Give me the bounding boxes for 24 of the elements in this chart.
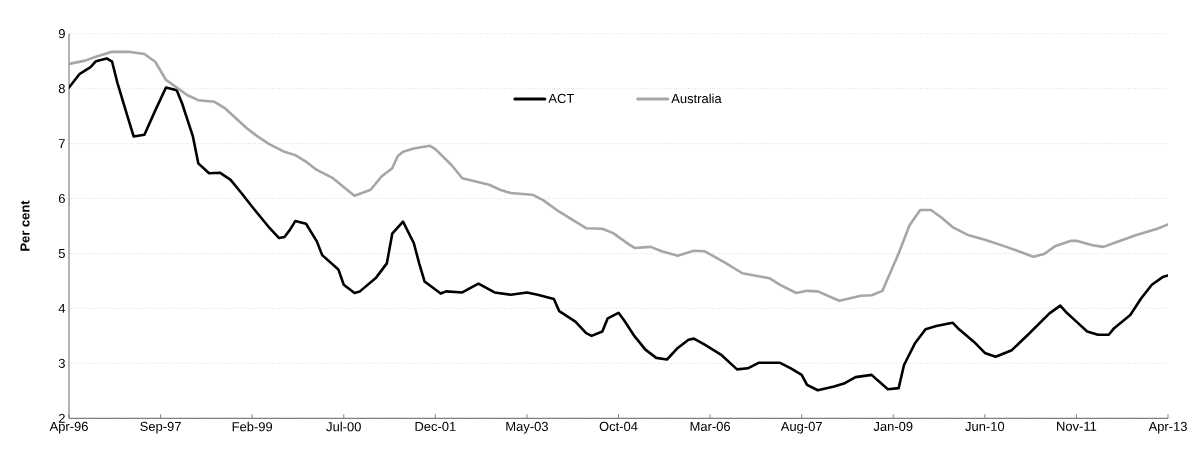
x-tick-label: Apr-96 <box>49 421 88 434</box>
x-tick-label: Aug-07 <box>780 421 822 434</box>
y-tick-label: 3 <box>58 358 65 368</box>
y-tick-label: 4 <box>58 303 66 313</box>
y-tick-label: 2 <box>58 413 65 423</box>
x-tick-label: Nov-11 <box>1057 421 1097 431</box>
x-tick-label: Jun-10 <box>965 421 1005 431</box>
x-tick-label: Jul-00 <box>326 421 361 432</box>
y-tick-label: 9 <box>58 29 65 39</box>
x-tick-label: May-03 <box>506 421 548 434</box>
x-tick-label: Feb-99 <box>232 421 273 432</box>
legend-label: Australia <box>671 93 722 104</box>
x-tick-label: Apr-13 <box>1148 421 1187 434</box>
y-tick-label: 5 <box>58 248 65 258</box>
y-tick-label: 6 <box>58 193 65 204</box>
y-axis-title: Per cent <box>20 200 30 251</box>
legend-label: ACT <box>548 93 574 103</box>
x-tick-label: Oct-04 <box>599 421 638 431</box>
x-tick-label: Dec-01 <box>415 421 456 431</box>
y-tick-label: 8 <box>58 84 65 94</box>
x-tick-label: Mar-06 <box>690 421 731 431</box>
x-tick-label: Sep-97 <box>140 421 181 434</box>
x-tick-label: Jan-09 <box>873 421 913 431</box>
y-tick-label: 7 <box>58 139 65 149</box>
